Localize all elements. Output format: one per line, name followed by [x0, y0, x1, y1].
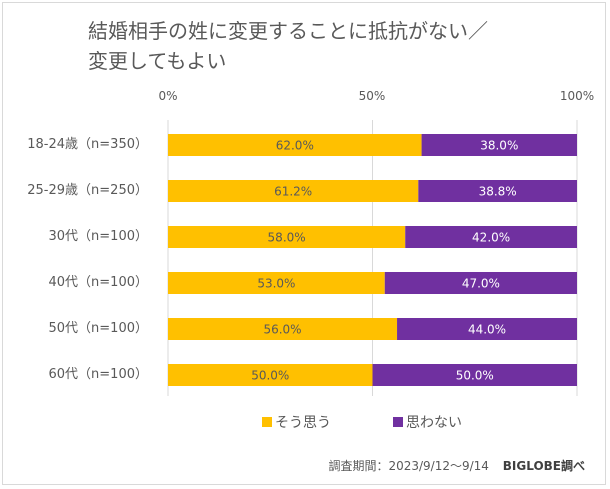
data-label-disagree: 50.0%: [456, 369, 494, 383]
category-label: 30代（n=100）: [48, 229, 149, 244]
legend-swatch-disagree: [393, 417, 403, 427]
category-label: 25-29歳（n=250）: [27, 183, 148, 198]
source-credit: BIGLOBE調べ: [502, 459, 585, 473]
bar-agree: [168, 134, 422, 156]
category-label: 40代（n=100）: [48, 275, 149, 290]
data-label-agree: 50.0%: [251, 369, 289, 383]
bar-disagree: [384, 272, 577, 294]
bar-disagree: [418, 180, 577, 202]
data-label-disagree: 38.0%: [480, 139, 518, 153]
x-tick-100: 100%: [559, 89, 595, 103]
bar-disagree: [405, 226, 577, 248]
bar-agree: [168, 364, 373, 386]
bar-agree: [168, 226, 406, 248]
chart-frame: [2, 2, 606, 485]
chart-title: 結婚相手の姓に変更することに抵抗がない／ 変更してもよい: [88, 16, 488, 76]
data-label-agree: 53.0%: [257, 277, 295, 291]
bar-disagree: [372, 364, 577, 386]
category-label: 18-24歳（n=350）: [27, 137, 148, 152]
legend-item-agree: そう思う: [262, 412, 331, 432]
bar-agree: [168, 272, 385, 294]
data-label-agree: 61.2%: [274, 185, 312, 199]
data-label-disagree: 38.8%: [479, 185, 517, 199]
data-label-disagree: 44.0%: [468, 323, 506, 337]
legend-label-agree: そう思う: [275, 415, 331, 431]
data-label-disagree: 42.0%: [472, 231, 510, 245]
chart-title-line-2: 変更してもよい: [88, 49, 227, 73]
legend-label-disagree: 思わない: [406, 415, 462, 431]
x-tick-50: 50%: [358, 89, 386, 103]
data-label-disagree: 47.0%: [462, 277, 500, 291]
data-label-agree: 58.0%: [268, 231, 306, 245]
footer: 調査期間：2023/9/12～9/14 BIGLOBE調べ: [328, 457, 585, 474]
x-tick-0: 0%: [158, 89, 178, 103]
bar-disagree: [421, 134, 577, 156]
bar-agree: [168, 318, 398, 340]
chart-title-line-1: 結婚相手の姓に変更することに抵抗がない／: [88, 19, 488, 43]
bar-disagree: [397, 318, 577, 340]
legend-swatch-agree: [262, 417, 272, 427]
survey-period: 調査期間：2023/9/12～9/14: [328, 459, 489, 473]
category-label: 60代（n=100）: [48, 367, 149, 382]
category-label: 50代（n=100）: [48, 321, 149, 336]
bar-agree: [168, 180, 419, 202]
data-label-agree: 62.0%: [276, 139, 314, 153]
legend-item-disagree: 思わない: [393, 412, 462, 432]
data-label-agree: 56.0%: [263, 323, 301, 337]
